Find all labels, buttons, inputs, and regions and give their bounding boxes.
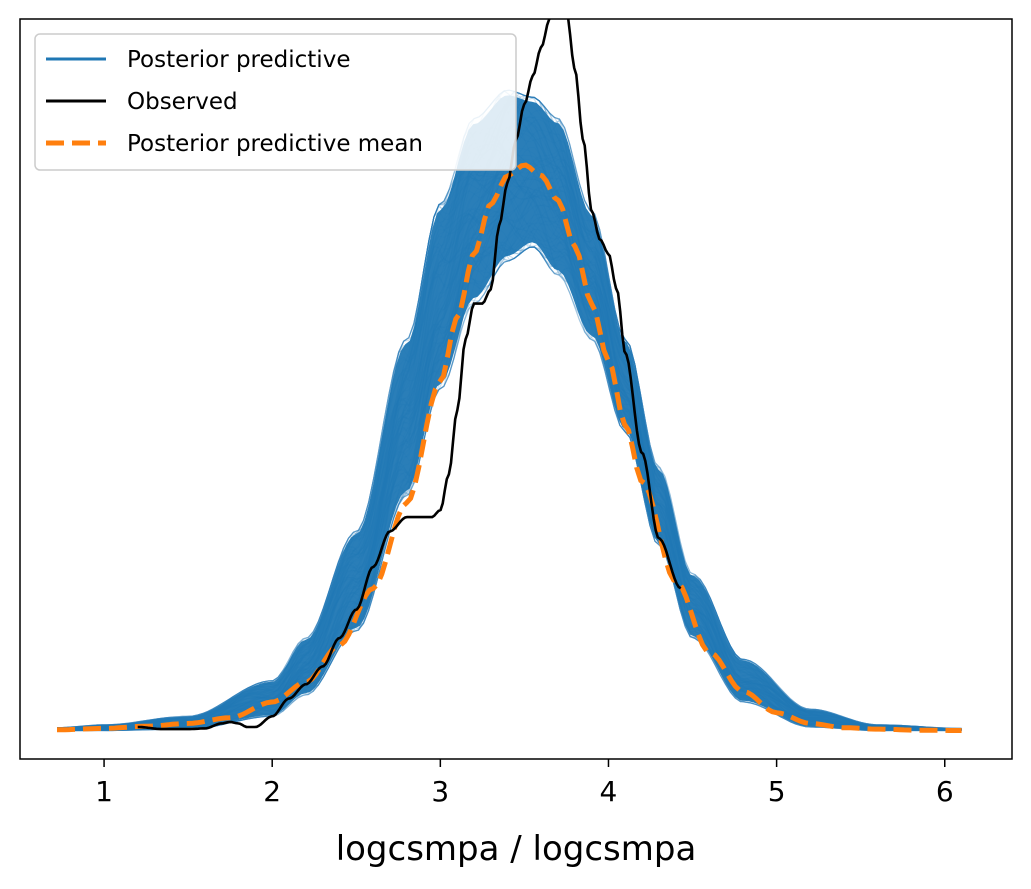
x-tick-label: 6 [936, 775, 954, 808]
legend: Posterior predictive Observed Posterior … [34, 33, 517, 171]
posterior-predictive-band [57, 95, 962, 731]
legend-box [34, 33, 517, 171]
x-tick-label: 5 [768, 775, 786, 808]
x-axis-label: logcsmpa / logcsmpa [336, 829, 697, 869]
x-tick-label: 4 [600, 775, 618, 808]
x-axis: 1 2 3 4 5 6 [95, 759, 954, 808]
legend-label-observed: Observed [127, 89, 238, 115]
x-tick-label: 3 [431, 775, 449, 808]
observed-series [137, 19, 682, 731]
x-tick-label: 1 [95, 775, 113, 808]
x-tick-label: 2 [263, 775, 281, 808]
legend-label-posterior-predictive: Posterior predictive [127, 47, 350, 73]
plot-frame [19, 18, 1013, 760]
legend-label-posterior-predictive-mean: Posterior predictive mean [127, 131, 423, 157]
observed-line [137, 19, 682, 731]
